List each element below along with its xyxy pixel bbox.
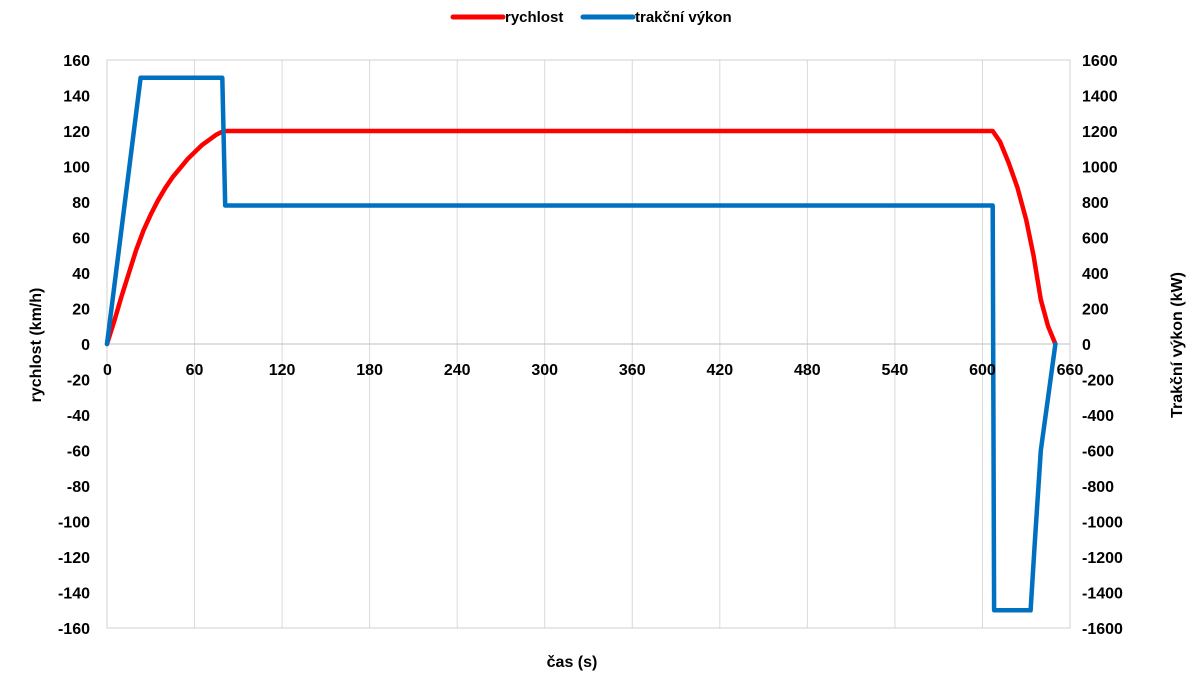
y2-tick-label: -1600 (1082, 621, 1123, 638)
y2-tick-label: 0 (1082, 337, 1091, 354)
y-tick-label: -20 (67, 373, 90, 390)
series-line-rychlost (104, 128, 1058, 347)
y2-tick-label: 1400 (1082, 89, 1118, 106)
x-tick-label: 420 (706, 362, 733, 379)
y2-tick-label: 1200 (1082, 124, 1118, 141)
x-tick-label: 240 (444, 362, 471, 379)
x-tick-label: 120 (269, 362, 296, 379)
y2-tick-label: 1600 (1082, 53, 1118, 70)
y2-tick-label: -200 (1082, 373, 1114, 390)
y-tick-label: 0 (81, 337, 90, 354)
y-tick-label: 60 (72, 231, 90, 248)
x-axis-ticks: 0 60 120 180 240 300 360 420 480 540 600 660 (103, 362, 1083, 379)
y-tick-label: 120 (63, 124, 90, 141)
x-tick-label: 180 (356, 362, 383, 379)
x-tick-label: 360 (619, 362, 646, 379)
y-tick-label: 80 (72, 195, 90, 212)
y2-tick-label: -1000 (1082, 515, 1123, 532)
y-tick-label: -100 (58, 515, 90, 532)
x-tick-label: 480 (794, 362, 821, 379)
y-tick-label: -60 (67, 444, 90, 461)
y2-tick-label: -800 (1082, 479, 1114, 496)
y-tick-label: 140 (63, 89, 90, 106)
y-tick-label: -80 (67, 479, 90, 496)
y-tick-label: 100 (63, 160, 90, 177)
y2-axis-ticks: 1600 1400 1200 1000 800 600 400 200 0 -200 -400 -60… (1082, 53, 1123, 638)
y-tick-label: 160 (63, 53, 90, 70)
y-tick-label: -160 (58, 621, 90, 638)
x-tick-label: 600 (969, 362, 996, 379)
y-tick-label: 20 (72, 302, 90, 319)
y-tick-label: -120 (58, 550, 90, 567)
series-line-trakcni-vykon (104, 75, 1058, 613)
series-layer (104, 75, 1058, 613)
y2-tick-label: -400 (1082, 408, 1114, 425)
x-tick-label: 540 (882, 362, 909, 379)
x-tick-label: 660 (1057, 362, 1084, 379)
y2-tick-label: -1400 (1082, 586, 1123, 603)
x-axis-title: čas (s) (547, 654, 598, 671)
y2-axis-title: Trakční výkon (kW) (1169, 272, 1186, 418)
x-tick-label: 0 (103, 362, 112, 379)
x-tick-label: 300 (531, 362, 558, 379)
x-tick-label: 60 (186, 362, 204, 379)
legend-label-trakcni-vykon: trakční výkon (635, 9, 732, 26)
y-axis-title: rychlost (km/h) (28, 288, 45, 403)
y-tick-label: -40 (67, 408, 90, 425)
y-tick-label: 40 (72, 266, 90, 283)
y2-tick-label: 800 (1082, 195, 1109, 212)
y2-tick-label: -600 (1082, 444, 1114, 461)
y2-tick-label: 600 (1082, 231, 1109, 248)
y2-tick-label: 1000 (1082, 160, 1118, 177)
y2-tick-label: -1200 (1082, 550, 1123, 567)
y-tick-label: -140 (58, 586, 90, 603)
legend-label-rychlost: rychlost (505, 9, 563, 26)
y2-tick-label: 400 (1082, 266, 1109, 283)
y-axis-ticks: 160 140 120 100 80 60 40 20 0 -20 -40 -60 -80 -100 -12… (58, 53, 90, 638)
y2-tick-label: 200 (1082, 302, 1109, 319)
legend: rychlost trakční výkon (450, 9, 732, 26)
